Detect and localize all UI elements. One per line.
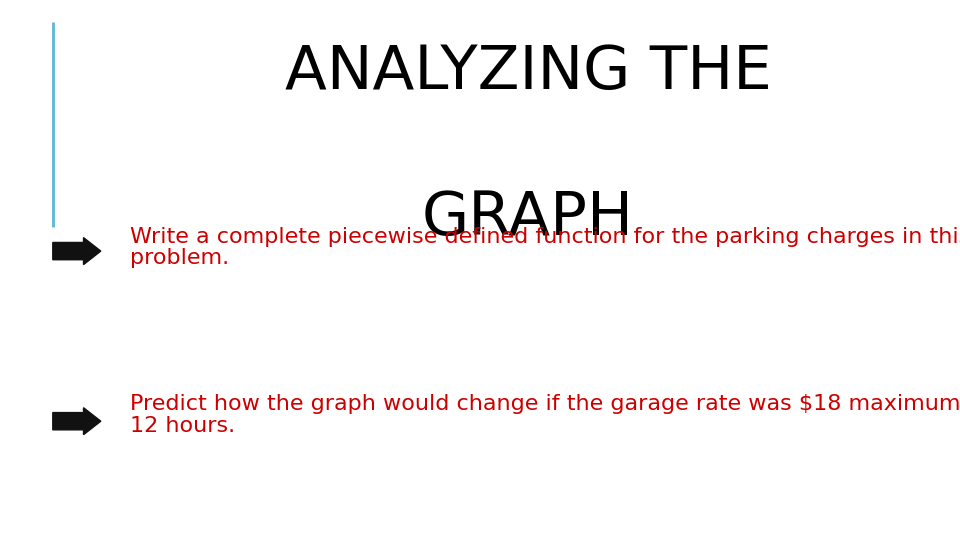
Text: ANALYZING THE: ANALYZING THE — [284, 43, 772, 102]
Text: GRAPH: GRAPH — [422, 189, 634, 248]
Text: Write a complete piecewise defined function for the parking charges in this: Write a complete piecewise defined funct… — [130, 227, 960, 247]
Text: Predict how the graph would change if the garage rate was $18 maximum for: Predict how the graph would change if th… — [130, 394, 960, 414]
Text: 12 hours.: 12 hours. — [130, 416, 235, 436]
Text: problem.: problem. — [130, 248, 228, 268]
